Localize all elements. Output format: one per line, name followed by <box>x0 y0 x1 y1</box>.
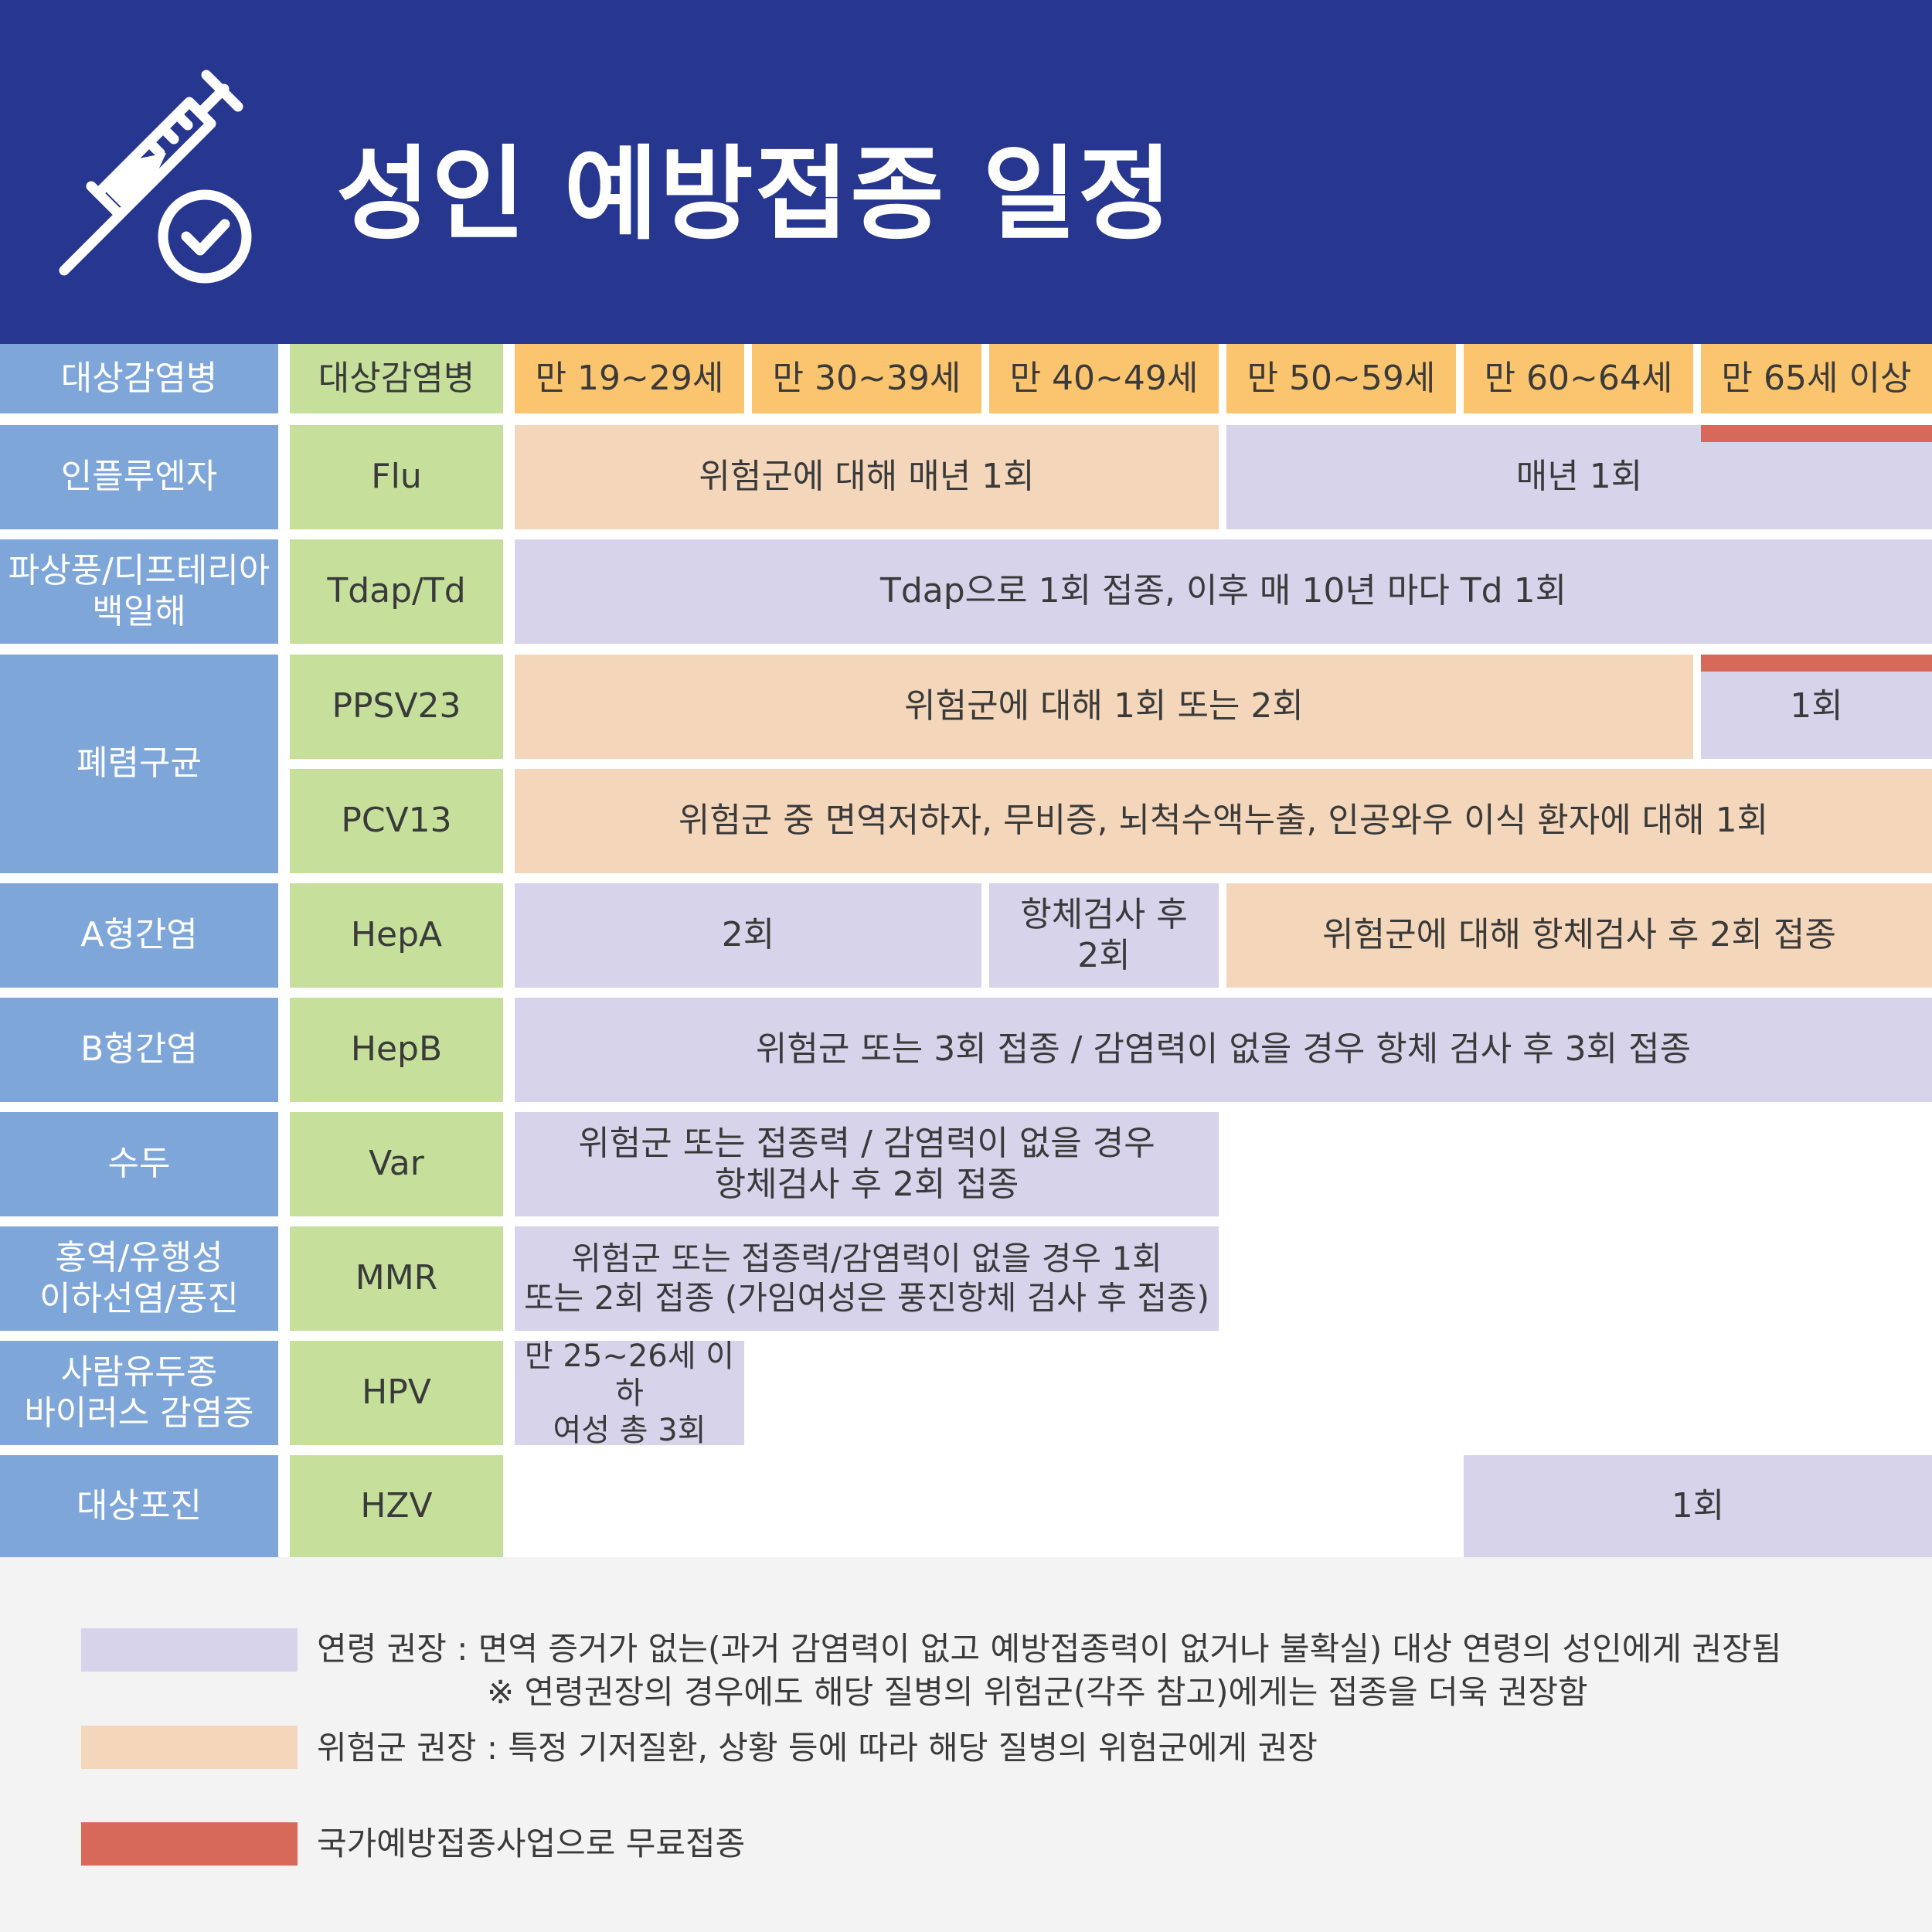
legend-swatch-free <box>81 1822 298 1866</box>
ppsv-risk-cell: 위험군에 대해 1회 또는 2회 <box>515 655 1693 759</box>
flu-risk-cell: 위험군에 대해 매년 1회 <box>515 425 1219 529</box>
syringe-icon <box>59 70 252 284</box>
header-disease: 대상감염병 <box>0 344 278 413</box>
ppsv-age-cell: 1회 <box>1701 655 1932 759</box>
disease-hepa: A형간염 <box>0 883 278 988</box>
flu-free-marker <box>1701 425 1932 442</box>
disease-hpv: 사람유두종 바이러스 감염증 <box>0 1341 278 1445</box>
disease-tdap-line2: 백일해 <box>92 591 186 631</box>
tdap-age-cell: Tdap으로 1회 접종, 이후 매 10년 마다 Td 1회 <box>515 539 1932 644</box>
header-age-30-39: 만 30~39세 <box>752 344 981 413</box>
pcv-risk-cell: 위험군 중 면역저하자, 무비증, 뇌척수액누출, 인공와우 이식 환자에 대해… <box>515 769 1932 873</box>
legend-free: 국가예방접종사업으로 무료접종 <box>317 1825 746 1862</box>
header-vaccine: 대상감염병 <box>290 344 503 413</box>
vaccine-var: Var <box>290 1112 503 1216</box>
vaccine-hpv: HPV <box>290 1341 503 1445</box>
hepa-test-line2: 2회 <box>1077 935 1131 975</box>
legend: 연령 권장 : 면역 증거가 없는(과거 감염력이 없고 예방접종력이 없거나 … <box>0 1557 1932 1932</box>
disease-flu: 인플루엔자 <box>0 425 278 529</box>
header-age-60-64: 만 60~64세 <box>1464 344 1693 413</box>
disease-tdap: 파상풍/디프테리아 백일해 <box>0 539 278 644</box>
header-age-65-plus: 만 65세 이상 <box>1701 344 1932 413</box>
header-age-19-29: 만 19~29세 <box>515 344 744 413</box>
legend-age-line1: 연령 권장 : 면역 증거가 없는(과거 감염력이 없고 예방접종력이 없거나 … <box>317 1630 1782 1668</box>
legend-swatch-risk <box>81 1726 298 1769</box>
disease-hpv-line1: 사람유두종 <box>60 1352 218 1392</box>
hepb-age-cell: 위험군 또는 3회 접종 / 감염력이 없을 경우 항체 검사 후 3회 접종 <box>515 998 1932 1102</box>
hepa-test-line1: 항체검사 후 <box>1020 894 1188 934</box>
hpv-age-cell: 만 25~26세 이하 여성 총 3회 <box>515 1341 744 1445</box>
var-age-cell: 위험군 또는 접종력 / 감염력이 없을 경우 항체검사 후 2회 접종 <box>515 1112 1219 1216</box>
mmr-age-line1: 위험군 또는 접종력/감염력이 없을 경우 1회 <box>571 1240 1162 1278</box>
vaccine-pcv13: PCV13 <box>290 769 503 873</box>
var-age-line2: 항체검사 후 2회 접종 <box>714 1164 1019 1204</box>
vaccine-ppsv23: PPSV23 <box>290 655 503 759</box>
disease-hpv-line2: 바이러스 감염증 <box>24 1393 254 1433</box>
vaccine-hepb: HepB <box>290 998 503 1102</box>
mmr-age-cell: 위험군 또는 접종력/감염력이 없을 경우 1회 또는 2회 접종 (가임여성은… <box>515 1226 1219 1331</box>
hpv-age-line1: 만 25~26세 이하 <box>524 1341 735 1411</box>
mmr-age-line2: 또는 2회 접종 (가임여성은 풍진항체 검사 후 접종) <box>523 1278 1210 1317</box>
hzv-age-cell: 1회 <box>1464 1455 1932 1557</box>
flu-age-cell: 매년 1회 <box>1226 425 1932 529</box>
header-age-40-49: 만 40~49세 <box>989 344 1219 413</box>
var-age-line1: 위험군 또는 접종력 / 감염력이 없을 경우 <box>578 1123 1155 1163</box>
disease-mmr-line2: 이하선염/풍진 <box>39 1278 239 1318</box>
legend-age-line2: ※ 연령권장의 경우에도 해당 질병의 위험군(각주 참고)에게는 접종을 더욱… <box>487 1673 1588 1711</box>
check-circle-icon <box>158 189 252 284</box>
header-age-50-59: 만 50~59세 <box>1226 344 1456 413</box>
hpv-age-line2: 여성 총 3회 <box>553 1412 706 1446</box>
disease-pneumococcal: 폐렴구균 <box>0 655 278 873</box>
disease-hzv: 대상포진 <box>0 1455 278 1557</box>
vaccine-hzv: HZV <box>290 1455 503 1557</box>
disease-mmr: 홍역/유행성 이하선염/풍진 <box>0 1226 278 1331</box>
page-title: 성인 예방접종 일정 <box>336 135 1174 254</box>
schedule-table: 대상감염병 대상감염병 만 19~29세 만 30~39세 만 40~49세 만… <box>0 344 1932 1557</box>
hepa-risk-cell: 위험군에 대해 항체검사 후 2회 접종 <box>1226 883 1932 988</box>
legend-swatch-age <box>81 1628 298 1672</box>
hepa-age-cell: 2회 <box>515 883 981 988</box>
disease-hepb: B형간염 <box>0 998 278 1102</box>
disease-var: 수두 <box>0 1112 278 1216</box>
legend-risk: 위험군 권장 : 특정 기저질환, 상황 등에 따라 해당 질병의 위험군에게 … <box>317 1729 1318 1767</box>
vaccine-hepa: HepA <box>290 883 503 988</box>
header-banner: 성인 예방접종 일정 <box>0 0 1932 344</box>
disease-tdap-line1: 파상풍/디프테리아 <box>8 550 270 590</box>
vaccine-mmr: MMR <box>290 1226 503 1331</box>
disease-mmr-line1: 홍역/유행성 <box>55 1237 223 1277</box>
vaccine-flu: Flu <box>290 425 503 529</box>
hepa-test-cell: 항체검사 후 2회 <box>989 883 1219 988</box>
ppsv-free-marker <box>1701 655 1932 672</box>
vaccine-tdap: Tdap/Td <box>290 539 503 644</box>
